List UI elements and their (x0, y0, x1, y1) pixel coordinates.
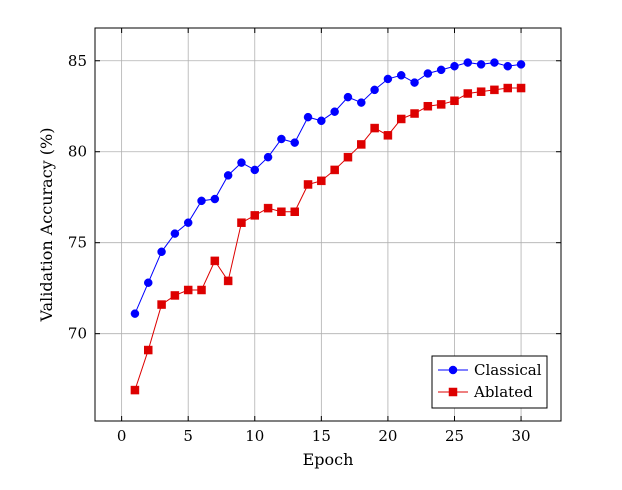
series-layer (130, 58, 526, 395)
ablated-point (357, 140, 366, 149)
ablated-point (490, 85, 499, 95)
ablated-point (516, 83, 526, 93)
classical-point (450, 61, 459, 71)
legend-entries: Classical Ablated (438, 361, 542, 401)
classical-point (277, 134, 286, 144)
classical-line (134, 62, 522, 314)
classical-point (503, 61, 512, 71)
ablated-point (370, 123, 379, 133)
ablated-point (237, 218, 246, 227)
series-classical (130, 58, 526, 318)
ablated-point (503, 83, 512, 93)
x-tick-label: 10 (245, 427, 264, 445)
y-axis-title: Validation Accuracy (%) (37, 128, 56, 323)
classical-point (370, 85, 379, 95)
ablated-point (144, 345, 153, 355)
classical-point (263, 152, 273, 162)
ablated-point (157, 300, 166, 309)
ablated-point (450, 96, 459, 106)
legend: Classical Ablated (431, 355, 548, 409)
classical-point (223, 171, 233, 180)
ablated-point (343, 152, 353, 162)
ablated-point (436, 100, 446, 109)
classical-point (330, 107, 339, 116)
y-tick-label: 75 (68, 234, 87, 252)
x-tick-label: 15 (312, 427, 331, 445)
ablated-point (290, 207, 299, 217)
ablated-point (170, 291, 180, 300)
x-tick-label: 0 (117, 427, 127, 445)
legend-entry-ablated: Ablated (438, 383, 533, 401)
ablated-line (134, 87, 522, 391)
ablated-point (197, 285, 206, 295)
ablated-point (330, 165, 339, 175)
classical-point (210, 194, 220, 204)
x-tick-label: 5 (183, 427, 193, 445)
classical-point (516, 60, 526, 69)
tick-layer: 0 5 10 15 20 25 30 70 75 80 85 (68, 28, 561, 445)
legend-box (431, 355, 548, 409)
classical-point (144, 278, 153, 287)
classical-point (463, 58, 473, 67)
legend-marker-classical (448, 365, 458, 375)
classical-point (250, 165, 260, 175)
ablated-point (277, 207, 286, 217)
classical-point (383, 74, 393, 84)
y-tick-label: 85 (68, 52, 87, 70)
ablated-point (303, 180, 313, 189)
classical-point (157, 247, 166, 257)
series-ablated (130, 83, 526, 395)
legend-label-classical: Classical (474, 361, 542, 379)
classical-point (476, 60, 486, 69)
classical-point (423, 69, 433, 78)
ablated-point (317, 176, 326, 186)
classical-point (396, 71, 406, 80)
legend-marker-ablated (448, 387, 458, 397)
ablated-point (410, 109, 419, 118)
classical-point (130, 309, 140, 318)
classical-point (170, 229, 180, 238)
classical-point (290, 138, 299, 147)
x-tick-label: 20 (378, 427, 397, 445)
ablated-point (130, 385, 140, 395)
y-tick-label: 80 (68, 143, 87, 161)
ablated-point (210, 256, 220, 266)
ablated-point (476, 87, 486, 96)
classical-point (410, 78, 419, 87)
x-axis-title: Epoch (303, 450, 354, 469)
ablated-point (396, 114, 406, 124)
y-tick-label: 70 (68, 325, 87, 343)
plot-frame (94, 27, 562, 422)
classical-point (343, 92, 353, 102)
classical-point (197, 196, 206, 206)
legend-entry-classical: Classical (438, 361, 542, 379)
classical-point (317, 116, 326, 126)
grid (95, 28, 561, 421)
ablated-point (250, 211, 260, 220)
x-tick-label: 25 (445, 427, 464, 445)
classical-point (490, 58, 499, 67)
x-tick-label: 30 (512, 427, 531, 445)
classical-point (357, 98, 366, 107)
classical-point (237, 158, 246, 167)
classical-point (303, 112, 313, 122)
classical-point (183, 218, 193, 227)
ablated-point (223, 276, 233, 286)
ablated-point (423, 101, 433, 111)
legend-label-ablated: Ablated (473, 383, 533, 401)
ablated-point (263, 203, 273, 213)
ablated-point (183, 285, 193, 295)
ablated-point (383, 131, 393, 140)
classical-point (436, 65, 446, 75)
ablated-point (463, 89, 473, 98)
